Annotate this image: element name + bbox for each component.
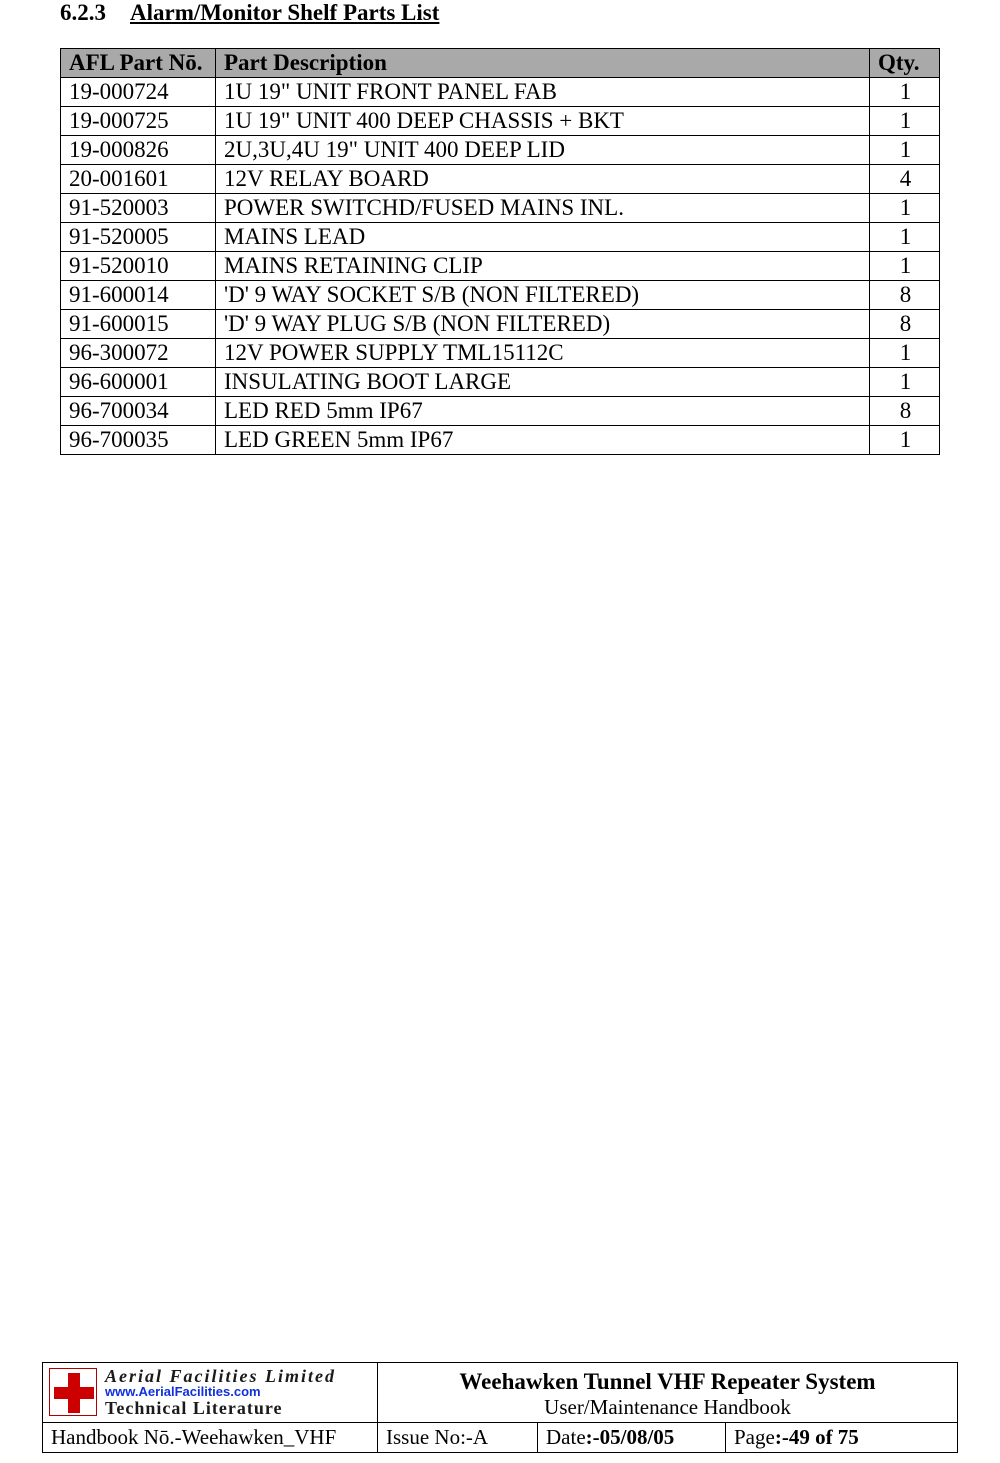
cell-part-no: 96-600001 [61, 368, 216, 397]
company-tagline: Technical Literature [105, 1399, 336, 1418]
section-heading: 6.2.3 Alarm/Monitor Shelf Parts List [60, 0, 940, 26]
col-header-part: AFL Part Nō. [61, 49, 216, 78]
cell-part-no: 96-300072 [61, 339, 216, 368]
cell-part-no: 20-001601 [61, 165, 216, 194]
cell-part-no: 96-700035 [61, 426, 216, 455]
cell-qty: 8 [870, 310, 940, 339]
cell-qty: 1 [870, 136, 940, 165]
footer-issue: Issue No:-A [378, 1423, 538, 1452]
doc-subtitle: User/Maintenance Handbook [382, 1395, 953, 1420]
cell-qty: 1 [870, 252, 940, 281]
table-row: 19-0007251U 19" UNIT 400 DEEP CHASSIS + … [61, 107, 940, 136]
cell-qty: 4 [870, 165, 940, 194]
cell-description: MAINS RETAINING CLIP [216, 252, 870, 281]
col-header-desc: Part Description [216, 49, 870, 78]
document-page: 6.2.3 Alarm/Monitor Shelf Parts List AFL … [0, 0, 1000, 1463]
date-value: :-05/08/05 [586, 1425, 675, 1449]
date-label: Date [546, 1425, 586, 1449]
table-body: 19-0007241U 19" UNIT FRONT PANEL FAB119-… [61, 78, 940, 455]
table-row: 91-600014'D' 9 WAY SOCKET S/B (NON FILTE… [61, 281, 940, 310]
footer-title-cell: Weehawken Tunnel VHF Repeater System Use… [378, 1363, 957, 1422]
cell-description: POWER SWITCHD/FUSED MAINS INL. [216, 194, 870, 223]
handbook-value: Weehawken_VHF [182, 1425, 337, 1449]
cell-qty: 1 [870, 107, 940, 136]
cell-qty: 1 [870, 194, 940, 223]
footer-bottom-row: Handbook Nō.-Weehawken_VHF Issue No:-A D… [42, 1422, 958, 1453]
table-header-row: AFL Part Nō. Part Description Qty. [61, 49, 940, 78]
cell-description: 12V RELAY BOARD [216, 165, 870, 194]
table-row: 91-600015'D' 9 WAY PLUG S/B (NON FILTERE… [61, 310, 940, 339]
page-footer: Aerial Facilities Limited www.AerialFaci… [42, 1362, 958, 1453]
table-row: 91-520003POWER SWITCHD/FUSED MAINS INL.1 [61, 194, 940, 223]
table-row: 91-520005MAINS LEAD1 [61, 223, 940, 252]
cell-qty: 8 [870, 397, 940, 426]
footer-page: Page:-49 of 75 [726, 1423, 957, 1452]
cell-description: LED RED 5mm IP67 [216, 397, 870, 426]
cell-part-no: 91-520003 [61, 194, 216, 223]
cell-description: 1U 19" UNIT FRONT PANEL FAB [216, 78, 870, 107]
company-url: www.AerialFacilities.com [105, 1385, 336, 1399]
cell-part-no: 19-000725 [61, 107, 216, 136]
handbook-label: Handbook Nō.- [51, 1425, 182, 1449]
footer-handbook: Handbook Nō.-Weehawken_VHF [43, 1423, 378, 1452]
cell-part-no: 91-600015 [61, 310, 216, 339]
cell-part-no: 19-000826 [61, 136, 216, 165]
cell-qty: 1 [870, 368, 940, 397]
company-logo-icon [49, 1368, 97, 1416]
page-label: Page [734, 1425, 775, 1449]
cell-qty: 1 [870, 78, 940, 107]
table-row: 96-600001INSULATING BOOT LARGE1 [61, 368, 940, 397]
table-row: 20-00160112V RELAY BOARD4 [61, 165, 940, 194]
cell-qty: 1 [870, 426, 940, 455]
cell-part-no: 91-600014 [61, 281, 216, 310]
cell-qty: 1 [870, 339, 940, 368]
cell-description: 'D' 9 WAY SOCKET S/B (NON FILTERED) [216, 281, 870, 310]
cell-description: 2U,3U,4U 19" UNIT 400 DEEP LID [216, 136, 870, 165]
page-value: :-49 of 75 [775, 1425, 859, 1449]
cell-qty: 8 [870, 281, 940, 310]
cell-description: 'D' 9 WAY PLUG S/B (NON FILTERED) [216, 310, 870, 339]
cell-description: LED GREEN 5mm IP67 [216, 426, 870, 455]
cell-part-no: 19-000724 [61, 78, 216, 107]
col-header-qty: Qty. [870, 49, 940, 78]
parts-table: AFL Part Nō. Part Description Qty. 19-00… [60, 48, 940, 455]
table-row: 19-0008262U,3U,4U 19" UNIT 400 DEEP LID1 [61, 136, 940, 165]
table-row: 96-700034LED RED 5mm IP678 [61, 397, 940, 426]
cell-description: 1U 19" UNIT 400 DEEP CHASSIS + BKT [216, 107, 870, 136]
issue-label: Issue No:- [386, 1425, 473, 1449]
footer-top-row: Aerial Facilities Limited www.AerialFaci… [42, 1362, 958, 1422]
section-title: Alarm/Monitor Shelf Parts List [130, 0, 439, 25]
footer-date: Date:-05/08/05 [538, 1423, 726, 1452]
company-logo-text: Aerial Facilities Limited www.AerialFaci… [105, 1367, 336, 1418]
table-row: 96-30007212V POWER SUPPLY TML15112C1 [61, 339, 940, 368]
table-row: 19-0007241U 19" UNIT FRONT PANEL FAB1 [61, 78, 940, 107]
section-number: 6.2.3 [60, 0, 106, 26]
table-row: 96-700035LED GREEN 5mm IP671 [61, 426, 940, 455]
cell-qty: 1 [870, 223, 940, 252]
cell-description: 12V POWER SUPPLY TML15112C [216, 339, 870, 368]
cell-description: INSULATING BOOT LARGE [216, 368, 870, 397]
footer-logo-cell: Aerial Facilities Limited www.AerialFaci… [43, 1363, 378, 1422]
table-row: 91-520010MAINS RETAINING CLIP1 [61, 252, 940, 281]
issue-value: A [473, 1425, 488, 1449]
cell-part-no: 91-520005 [61, 223, 216, 252]
company-name: Aerial Facilities Limited [105, 1367, 336, 1386]
cell-part-no: 96-700034 [61, 397, 216, 426]
doc-title: Weehawken Tunnel VHF Repeater System [382, 1369, 953, 1395]
cell-part-no: 91-520010 [61, 252, 216, 281]
cell-description: MAINS LEAD [216, 223, 870, 252]
